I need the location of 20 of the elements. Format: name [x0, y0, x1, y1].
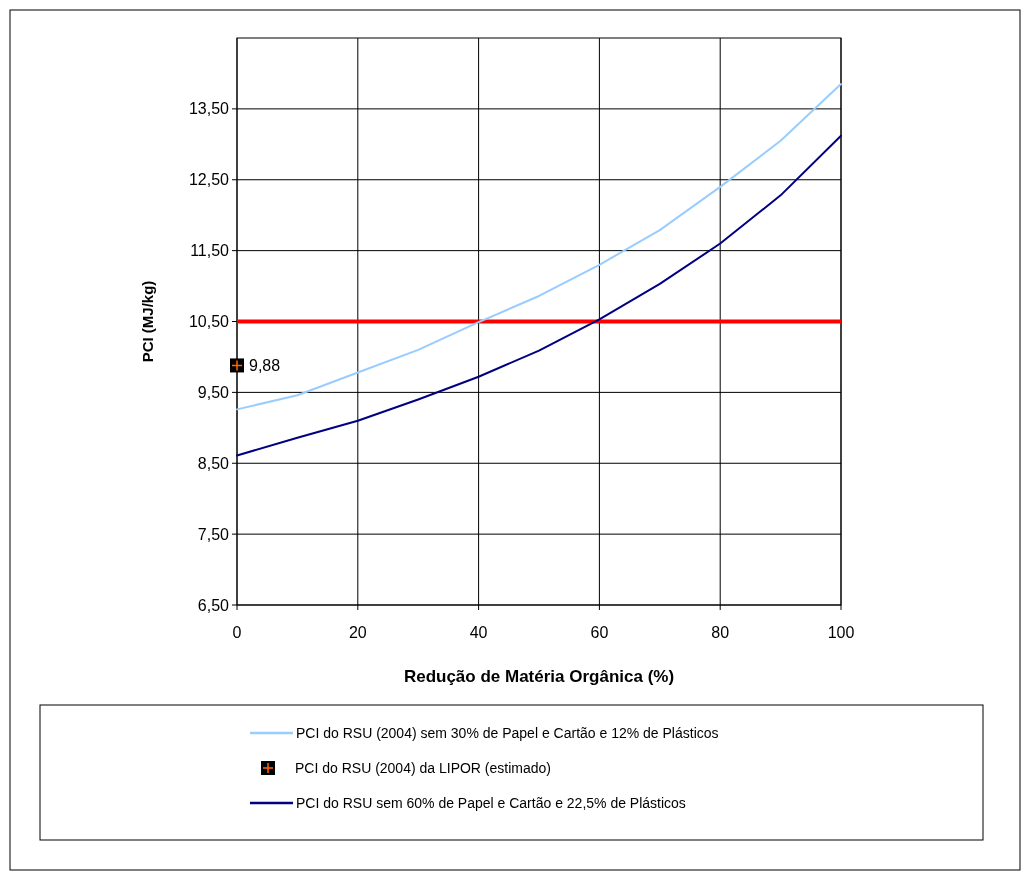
- x-tick-label: 40: [469, 624, 488, 641]
- y-tick-label: 9,50: [197, 383, 230, 401]
- x-axis-title: Redução de Matéria Orgânica (%): [403, 667, 675, 686]
- y-tick-label: 6,50: [197, 596, 230, 614]
- y-tick-label: 13,50: [188, 100, 230, 118]
- data-label: 9,88: [249, 357, 281, 375]
- x-tick-label: 60: [590, 624, 609, 641]
- y-tick-label: 10,50: [188, 313, 230, 331]
- x-tick-label: 20: [348, 624, 367, 641]
- y-tick-label: 11,50: [190, 242, 230, 260]
- x-tick-label: 80: [711, 624, 730, 641]
- x-tick-label: 0: [232, 624, 242, 641]
- legend-label: PCI do RSU sem 60% de Papel e Cartão e 22,5% de Plásticos: [296, 795, 686, 811]
- legend-label: PCI do RSU (2004) da LIPOR (estimado): [295, 760, 551, 776]
- y-tick-label: 7,50: [197, 525, 230, 543]
- y-axis-title: PCI (MJ/kg): [139, 280, 156, 363]
- legend-label: PCI do RSU (2004) sem 30% de Papel e Cartão e 12% de Plásticos: [296, 725, 719, 741]
- y-tick-label: 12,50: [188, 171, 230, 189]
- x-tick-label: 100: [827, 624, 855, 641]
- y-tick-label: 8,50: [197, 454, 230, 472]
